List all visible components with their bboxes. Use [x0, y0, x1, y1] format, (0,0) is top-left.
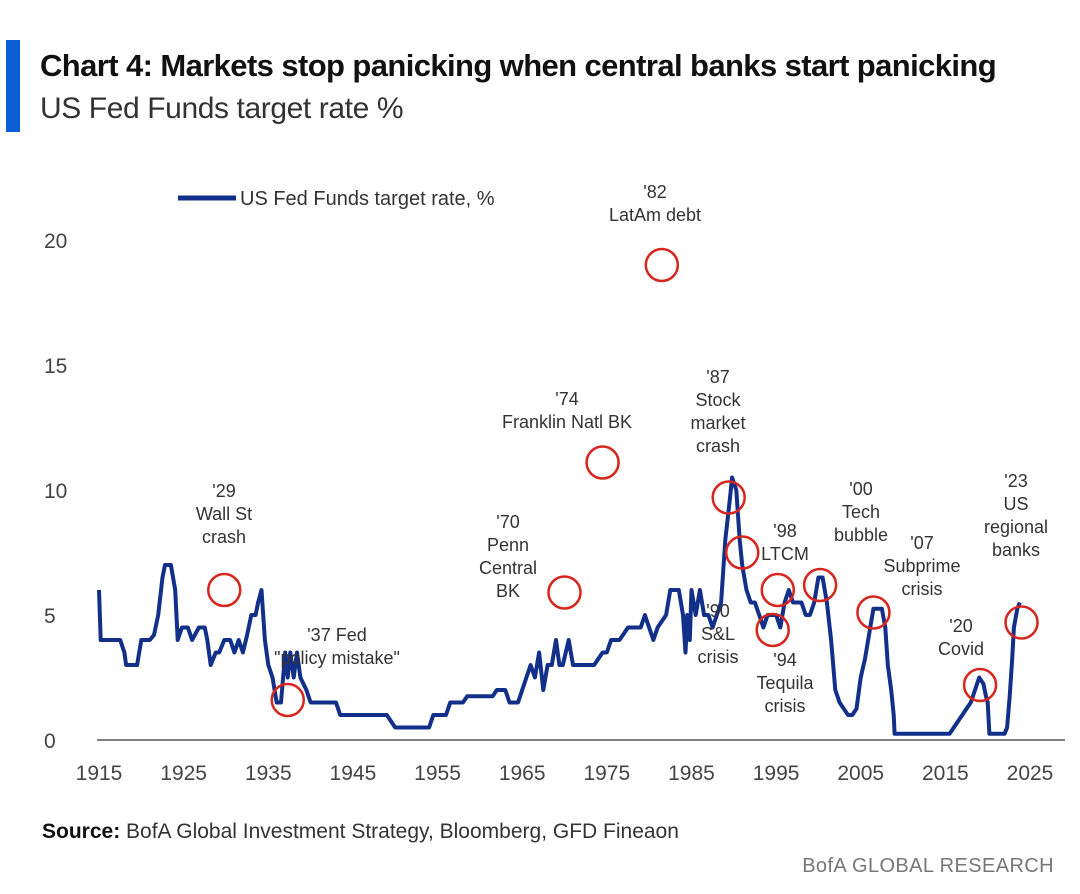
event-highlight-circle — [585, 445, 620, 480]
event-annotation: '07 Subprime crisis — [883, 533, 960, 599]
x-tick-label: 1925 — [160, 762, 207, 785]
axis-layer: 0 5 10 15 20 1915 1925 1935 1945 1955 1965 1975 1985… — [44, 230, 1065, 785]
event-annotation: '70 Penn Central BK — [479, 512, 537, 601]
annotation-line: '94 — [773, 650, 796, 670]
x-tick-label: 2005 — [837, 762, 884, 785]
annotation-line: '07 — [910, 533, 933, 553]
event-annotation: '00 Tech bubble — [834, 479, 888, 545]
event-highlight-circle — [724, 535, 760, 570]
y-tick-label: 5 — [44, 605, 56, 628]
x-tick-label: 1985 — [668, 762, 715, 785]
annotation-line: Stock — [695, 390, 741, 410]
x-tick-label: 1965 — [499, 762, 546, 785]
event-annotation: '94 Tequila crisis — [756, 650, 814, 716]
annotation-line: '23 — [1004, 471, 1027, 491]
annotation-line: "policy mistake" — [274, 648, 400, 668]
x-tick-label: 1935 — [245, 762, 292, 785]
chart-title: Chart 4: Markets stop panicking when cen… — [40, 48, 997, 83]
y-tick-label: 20 — [44, 230, 67, 253]
x-tick-label: 2015 — [922, 762, 969, 785]
event-annotation: '82 LatAm debt — [609, 182, 701, 225]
annotation-line: crash — [202, 527, 246, 547]
annotation-line: crash — [696, 436, 740, 456]
annotation-line: US — [1003, 494, 1028, 514]
annotation-line: Franklin Natl BK — [502, 412, 632, 432]
annotation-line: Tequila — [756, 673, 814, 693]
annotation-line: '00 — [849, 479, 872, 499]
x-tick-label: 2025 — [1007, 762, 1054, 785]
annotation-line: Subprime — [883, 556, 960, 576]
x-tick-label: 1955 — [414, 762, 461, 785]
annotation-line: Penn — [487, 535, 529, 555]
annotation-line: bubble — [834, 525, 888, 545]
annotation-line: '29 — [212, 481, 235, 501]
annotation-line: '87 — [706, 367, 729, 387]
annotation-line: BK — [496, 581, 520, 601]
annotation-line: crisis — [765, 696, 806, 716]
source-label: Source: — [42, 820, 121, 843]
annotation-line: '70 — [496, 512, 519, 532]
annotation-line: Wall St — [196, 504, 252, 524]
annotation-line: '74 — [555, 389, 578, 409]
annotation-line: market — [690, 413, 745, 433]
annotation-line: Tech — [842, 502, 880, 522]
annotation-line: LatAm debt — [609, 205, 701, 225]
event-annotation: '29 Wall St crash — [196, 481, 252, 547]
brand-credit: BofA GLOBAL RESEARCH — [802, 855, 1054, 877]
annotation-line: '98 — [773, 521, 796, 541]
annotation-line: S&L — [701, 624, 735, 644]
y-tick-label: 0 — [44, 730, 56, 753]
annotation-layer: '29 Wall St crash '37 Fed "policy mistake" '7… — [196, 182, 1048, 716]
annotation-line: '20 — [949, 616, 972, 636]
y-tick-label: 15 — [44, 355, 67, 378]
event-highlight-circle — [802, 567, 838, 603]
annotation-line: LTCM — [761, 544, 809, 564]
event-annotation: '74 Franklin Natl BK — [502, 389, 632, 432]
legend-label: US Fed Funds target rate, % — [240, 188, 495, 210]
event-annotation: '87 Stock market crash — [690, 367, 745, 456]
event-highlight-circle — [755, 612, 790, 648]
event-annotation: '98 LTCM — [761, 521, 809, 564]
event-highlight-circle — [711, 480, 746, 515]
x-tick-label: 1945 — [330, 762, 377, 785]
source-text: BofA Global Investment Strategy, Bloombe… — [126, 820, 679, 843]
annotation-line: '90 — [706, 601, 729, 621]
event-highlight-circle — [856, 595, 891, 630]
event-highlight-circle — [207, 572, 242, 608]
event-highlight-circle — [547, 575, 582, 610]
annotation-line: crisis — [698, 647, 739, 667]
series-line — [97, 475, 1022, 736]
event-highlight-circle — [962, 667, 998, 703]
event-highlight-circle — [760, 572, 796, 608]
legend: US Fed Funds target rate, % — [178, 188, 495, 210]
chart-subtitle: US Fed Funds target rate % — [40, 92, 404, 125]
event-highlight-circle — [1004, 605, 1039, 640]
title-accent-bar — [6, 40, 20, 132]
annotation-line: '37 Fed — [307, 625, 366, 645]
event-annotation: '37 Fed "policy mistake" — [274, 625, 400, 668]
x-tick-label: 1915 — [76, 762, 123, 785]
source-note: Source: BofA Global Investment Strategy,… — [42, 820, 679, 844]
annotation-line: Covid — [938, 639, 984, 659]
annotation-line: banks — [992, 540, 1040, 560]
event-highlight-circle — [270, 682, 305, 718]
x-tick-label: 1975 — [583, 762, 630, 785]
x-tick-label: 1995 — [753, 762, 800, 785]
event-annotation: '90 S&L crisis — [698, 601, 739, 667]
y-tick-label: 10 — [44, 480, 67, 503]
annotation-line: crisis — [902, 579, 943, 599]
annotation-line: regional — [984, 517, 1048, 537]
event-highlight-circle — [644, 247, 680, 283]
annotation-line: Central — [479, 558, 537, 578]
event-annotation: '23 US regional banks — [984, 471, 1048, 560]
annotation-line: '82 — [643, 182, 666, 202]
line-layer — [97, 475, 1022, 736]
event-annotation: '20 Covid — [938, 616, 984, 659]
highlight-layer — [207, 247, 1039, 718]
